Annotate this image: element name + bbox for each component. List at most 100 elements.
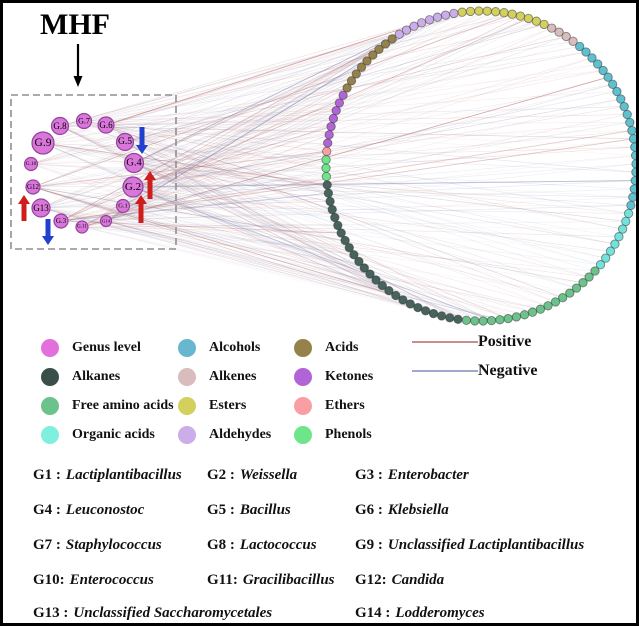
correlation-edge xyxy=(132,36,567,188)
genus-node-label: G.1 xyxy=(118,203,128,210)
legend-swatch-icon xyxy=(41,425,59,444)
correlation-edge xyxy=(81,76,609,228)
genus-entry: G8 : Lactococcus xyxy=(207,537,317,554)
correlation-edge xyxy=(133,54,374,164)
genus-code: G13 : xyxy=(33,605,69,621)
correlation-edge xyxy=(133,102,340,164)
correlation-edge xyxy=(59,125,396,296)
correlation-edge xyxy=(132,41,574,188)
compound-node-ketones xyxy=(326,121,336,132)
genus-node-g5 xyxy=(115,132,135,152)
positive-legend-row: Positive xyxy=(412,333,531,350)
correlation-edge xyxy=(105,124,590,278)
compound-node-esters xyxy=(515,11,526,21)
compound-node-acids xyxy=(342,83,352,93)
correlation-edge xyxy=(105,196,633,222)
genus-code: G3 : xyxy=(355,467,383,483)
compound-node-alcohols xyxy=(625,117,635,128)
correlation-edge xyxy=(59,125,333,210)
correlation-edge xyxy=(133,162,626,222)
genus-node-g3 xyxy=(53,213,69,229)
correlation-edge xyxy=(105,49,380,126)
correlation-edge xyxy=(132,57,593,188)
correlation-edge xyxy=(81,184,328,228)
legend-swatch-icon xyxy=(294,425,312,444)
legend-label: Alkenes xyxy=(209,368,257,384)
correlation-edge xyxy=(32,10,488,188)
correlation-edge xyxy=(42,126,332,144)
legend-column-2: Alcohols Alkenes Esters Aldehydes xyxy=(178,333,271,449)
genus-node-label: G.3 xyxy=(56,217,67,225)
genus-entry: G7 : Staphylococcus xyxy=(33,537,162,554)
correlation-edge xyxy=(40,138,634,209)
compound-node-alcohols xyxy=(619,101,629,112)
correlation-edge xyxy=(81,98,621,228)
compound-node-aldehydes xyxy=(424,15,435,25)
compound-node-phenols xyxy=(321,155,331,165)
compound-node-free-amino-acids xyxy=(584,272,594,282)
correlation-edge xyxy=(40,207,525,316)
up-arrow-icon xyxy=(18,195,30,221)
correlation-edge xyxy=(132,98,621,188)
genus-code: G4 : xyxy=(33,502,61,518)
correlation-edge xyxy=(132,186,475,322)
correlation-edge xyxy=(83,102,340,122)
correlation-edge xyxy=(124,70,604,143)
correlation-edge xyxy=(59,70,604,127)
compound-node-alcohols xyxy=(598,65,608,76)
correlation-edge xyxy=(40,102,340,209)
correlation-edge xyxy=(132,180,636,188)
genus-name: Lactococcus xyxy=(239,537,317,553)
genus-entry: G12: Candida xyxy=(355,572,444,589)
genus-entry: G13 : Unclassified Saccharomycetales xyxy=(33,605,272,622)
compound-node-alcohols xyxy=(631,159,636,169)
compound-node-free-amino-acids xyxy=(527,307,538,317)
correlation-edge xyxy=(81,221,626,228)
correlation-edge xyxy=(32,186,396,296)
correlation-edge xyxy=(132,186,492,322)
compound-node-alkanes xyxy=(333,220,343,231)
compound-node-alcohols xyxy=(628,192,636,202)
correlation-edge xyxy=(30,110,337,165)
legend-item: Alkenes xyxy=(178,362,271,391)
compound-node-aldehydes xyxy=(394,29,404,39)
correlation-edge xyxy=(124,141,404,301)
genus-code: G2 : xyxy=(207,467,235,483)
correlation-edge xyxy=(133,162,331,202)
correlation-edge xyxy=(83,24,545,122)
correlation-edge xyxy=(32,186,383,286)
genus-node-g11 xyxy=(75,220,89,234)
compound-node-organic-acids xyxy=(614,232,624,242)
compound-node-ketones xyxy=(338,90,348,100)
genus-code: G6 : xyxy=(355,502,383,518)
correlation-edge xyxy=(59,125,634,140)
compound-node-esters xyxy=(499,8,509,18)
correlation-edge xyxy=(59,19,430,127)
correlation-edge xyxy=(59,125,549,307)
correlation-edge xyxy=(30,163,549,307)
correlation-edge xyxy=(42,142,411,305)
compound-node-esters xyxy=(507,9,517,19)
correlation-edge xyxy=(59,125,426,312)
mhf-cluster-box xyxy=(10,94,177,250)
correlation-edge xyxy=(105,20,537,222)
genus-node-label: G.6 xyxy=(99,120,113,130)
correlation-edge xyxy=(32,186,517,318)
legend-label: Genus level xyxy=(72,339,141,355)
correlation-edge xyxy=(124,16,438,143)
compound-node-alkanes xyxy=(354,256,364,267)
correlation-edge xyxy=(124,141,338,226)
correlation-edge xyxy=(133,162,626,222)
genus-node-g1 xyxy=(115,198,131,214)
correlation-edge xyxy=(133,162,509,319)
compound-node-aldehydes xyxy=(440,10,451,20)
correlation-edge xyxy=(105,220,584,283)
correlation-edge xyxy=(59,114,628,127)
compound-node-alkanes xyxy=(371,275,381,285)
correlation-edge xyxy=(60,220,570,294)
correlation-edge xyxy=(132,110,337,188)
compound-node-free-amino-acids xyxy=(578,278,588,288)
compound-node-alkanes xyxy=(322,180,332,190)
legend-swatch-icon xyxy=(41,367,59,386)
compound-node-ketones xyxy=(323,138,333,148)
